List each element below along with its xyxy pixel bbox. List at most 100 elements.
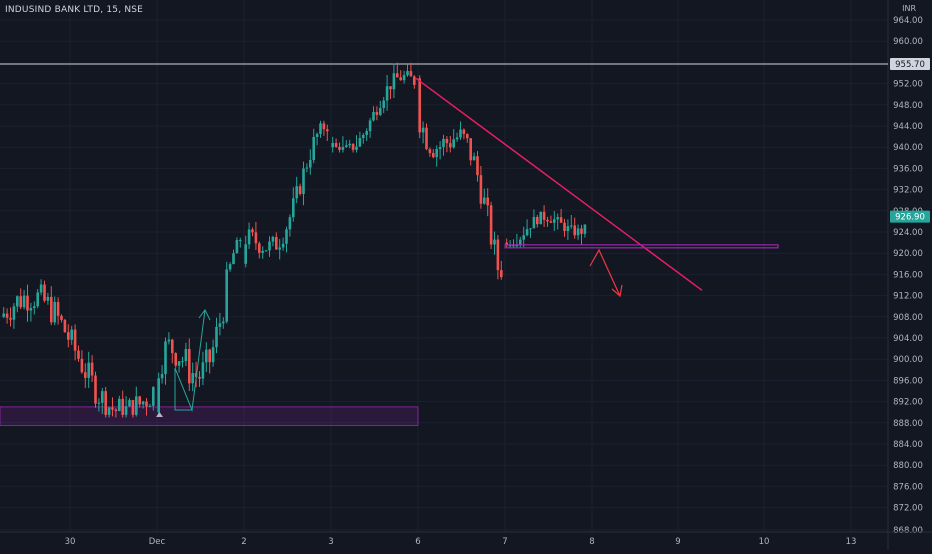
candle-body	[302, 168, 305, 195]
candle-body	[445, 138, 449, 144]
candle-body	[392, 73, 396, 90]
candle-body	[432, 152, 435, 158]
candle-body	[449, 143, 452, 148]
candle-body	[118, 398, 121, 412]
support-line[interactable]	[504, 244, 779, 249]
candle-body	[288, 217, 292, 230]
marker-triangle	[156, 412, 163, 417]
candle-body	[483, 197, 486, 204]
trend-line[interactable]	[415, 77, 703, 291]
candle-body	[111, 407, 114, 410]
candle-body	[145, 401, 148, 407]
candle-body	[334, 142, 338, 147]
candle-body	[164, 341, 167, 374]
candle-body	[268, 241, 271, 251]
candle-body	[559, 217, 563, 223]
y-tick-label: 916.00	[893, 270, 923, 280]
arrow-down-head	[611, 284, 623, 298]
y-tick-label: 908.00	[893, 313, 923, 323]
candle-body	[235, 239, 239, 254]
candle-body	[244, 244, 247, 264]
candle-body	[254, 232, 258, 244]
support-zone[interactable]	[0, 406, 419, 426]
candle-body	[418, 78, 421, 133]
arrow-up-head	[198, 309, 211, 321]
x-tick-label: 6	[415, 537, 420, 547]
y-tick-label: 880.00	[893, 461, 923, 471]
candle-body	[63, 319, 67, 333]
candle-body	[563, 222, 566, 232]
y-tick-label: 964.00	[893, 16, 923, 26]
candle-body	[341, 146, 345, 150]
candle-body	[60, 315, 63, 320]
candle-body	[305, 167, 309, 169]
candle-body	[385, 86, 389, 101]
candle-body	[128, 400, 131, 407]
candle-body	[53, 301, 56, 323]
x-tick-label: 3	[328, 537, 333, 547]
y-tick-label: 944.00	[893, 122, 923, 132]
candle-body	[19, 296, 22, 308]
candle-body	[312, 136, 315, 161]
candle-body	[205, 349, 208, 363]
candle-body	[372, 111, 375, 121]
candle-body	[80, 358, 84, 373]
candle-body	[375, 111, 379, 115]
candle-body	[84, 372, 87, 378]
candle-body	[536, 217, 539, 225]
candle-body	[281, 243, 285, 248]
candle-body	[46, 296, 50, 301]
candle-body	[399, 77, 402, 81]
candle-body	[428, 149, 432, 153]
candle-body	[26, 295, 29, 311]
candle-body	[5, 313, 9, 318]
y-tick-label: 900.00	[893, 355, 923, 365]
candle-body	[379, 108, 382, 115]
candle-body	[181, 361, 184, 363]
y-tick-label: 888.00	[893, 419, 923, 429]
candle-body	[438, 147, 442, 150]
candle-body	[131, 400, 135, 415]
y-tick-label: 924.00	[893, 228, 923, 238]
candle-body	[493, 239, 496, 245]
candle-body	[546, 219, 549, 222]
candle-body	[22, 295, 26, 308]
candle-body	[556, 217, 559, 220]
candle-body	[2, 313, 5, 317]
candle-body	[188, 348, 191, 384]
y-tick-label: 872.00	[893, 504, 923, 514]
candle-body	[525, 229, 529, 236]
x-tick-label: 8	[589, 537, 594, 547]
candle-body	[315, 133, 319, 137]
candle-body	[566, 226, 570, 232]
resistance-price-box	[890, 57, 930, 70]
candle-body	[576, 228, 580, 236]
candle-body	[489, 205, 493, 245]
candle-body	[218, 323, 222, 327]
candle-body	[573, 225, 576, 236]
y-tick-label: 952.00	[893, 80, 923, 90]
candle-body	[542, 211, 546, 220]
y-tick-label: 884.00	[893, 440, 923, 450]
candle-body	[508, 245, 512, 247]
candle-body	[50, 296, 53, 323]
x-tick-label: 13	[846, 537, 857, 547]
candle-body	[73, 329, 77, 351]
candle-body	[549, 221, 553, 223]
candle-body	[251, 229, 254, 233]
candle-body	[271, 236, 275, 242]
resistance-price-label: 955.70	[895, 60, 925, 70]
candle-body	[292, 198, 295, 218]
y-tick-label: 936.00	[893, 164, 923, 174]
candle-body	[455, 137, 459, 140]
candle-body	[43, 284, 46, 301]
y-tick-label: 876.00	[893, 482, 923, 492]
candle-body	[247, 229, 251, 245]
candle-body	[12, 306, 16, 320]
candle-body	[135, 396, 138, 415]
candle-body	[67, 332, 70, 340]
candle-body	[322, 123, 326, 130]
candle-body	[389, 86, 392, 90]
